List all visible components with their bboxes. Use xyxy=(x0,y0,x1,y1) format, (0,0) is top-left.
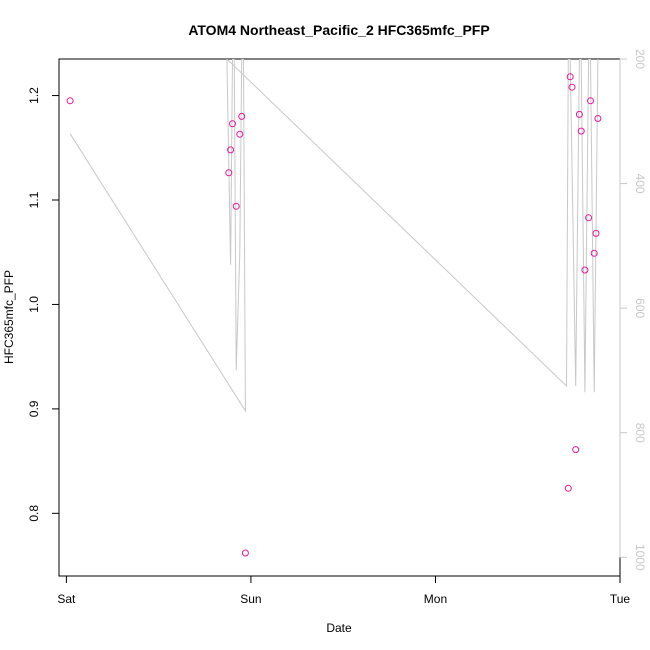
y-tick-label: 1.1 xyxy=(27,191,41,208)
series-line xyxy=(69,59,599,413)
data-point xyxy=(572,446,580,454)
data-point xyxy=(581,266,589,274)
line-series xyxy=(69,59,599,413)
x-tick-label: Sun xyxy=(240,592,261,606)
data-point xyxy=(564,484,572,492)
x-axis: Sat Sun Mon Tue xyxy=(57,575,631,606)
secondary-y-tick-label: 600 xyxy=(633,298,647,318)
secondary-y-axis: 200 400 600 800 1000 xyxy=(619,49,647,571)
data-point xyxy=(575,110,583,118)
data-point xyxy=(585,214,593,222)
data-point xyxy=(229,120,236,128)
data-point xyxy=(577,127,585,135)
x-tick-label: Mon xyxy=(424,592,447,606)
data-point xyxy=(587,97,594,105)
plot-area-border xyxy=(58,58,621,577)
scatter-series xyxy=(66,73,602,557)
y-axis-label: HFC365mfc_PFP xyxy=(2,270,16,364)
secondary-y-tick-label: 800 xyxy=(633,423,647,443)
data-point xyxy=(236,130,244,138)
data-point xyxy=(566,73,574,81)
secondary-y-tick-label: 1000 xyxy=(633,544,647,571)
y-tick-label: 0.8 xyxy=(27,505,41,522)
data-point xyxy=(66,97,74,105)
x-tick-label: Tue xyxy=(610,592,631,606)
secondary-y-tick-label: 400 xyxy=(633,174,647,194)
data-point xyxy=(238,112,246,120)
y-tick-label: 0.9 xyxy=(27,400,41,417)
data-point xyxy=(227,146,235,154)
data-point xyxy=(594,115,602,122)
y-axis: 0.8 0.9 1.0 1.1 1.2 xyxy=(27,87,60,522)
y-tick-label: 1.2 xyxy=(27,87,41,104)
x-axis-label: Date xyxy=(326,621,352,635)
data-point xyxy=(232,202,240,210)
data-point xyxy=(568,83,576,91)
secondary-y-tick-label: 200 xyxy=(633,49,647,69)
data-point xyxy=(241,549,249,557)
chart-title: ATOM4 Northeast_Pacific_2 HFC365mfc_PFP xyxy=(188,22,489,38)
data-point xyxy=(592,229,600,237)
data-point xyxy=(590,249,598,257)
data-point xyxy=(225,169,233,177)
x-tick-label: Sat xyxy=(57,592,76,606)
y-tick-label: 1.0 xyxy=(27,296,41,313)
